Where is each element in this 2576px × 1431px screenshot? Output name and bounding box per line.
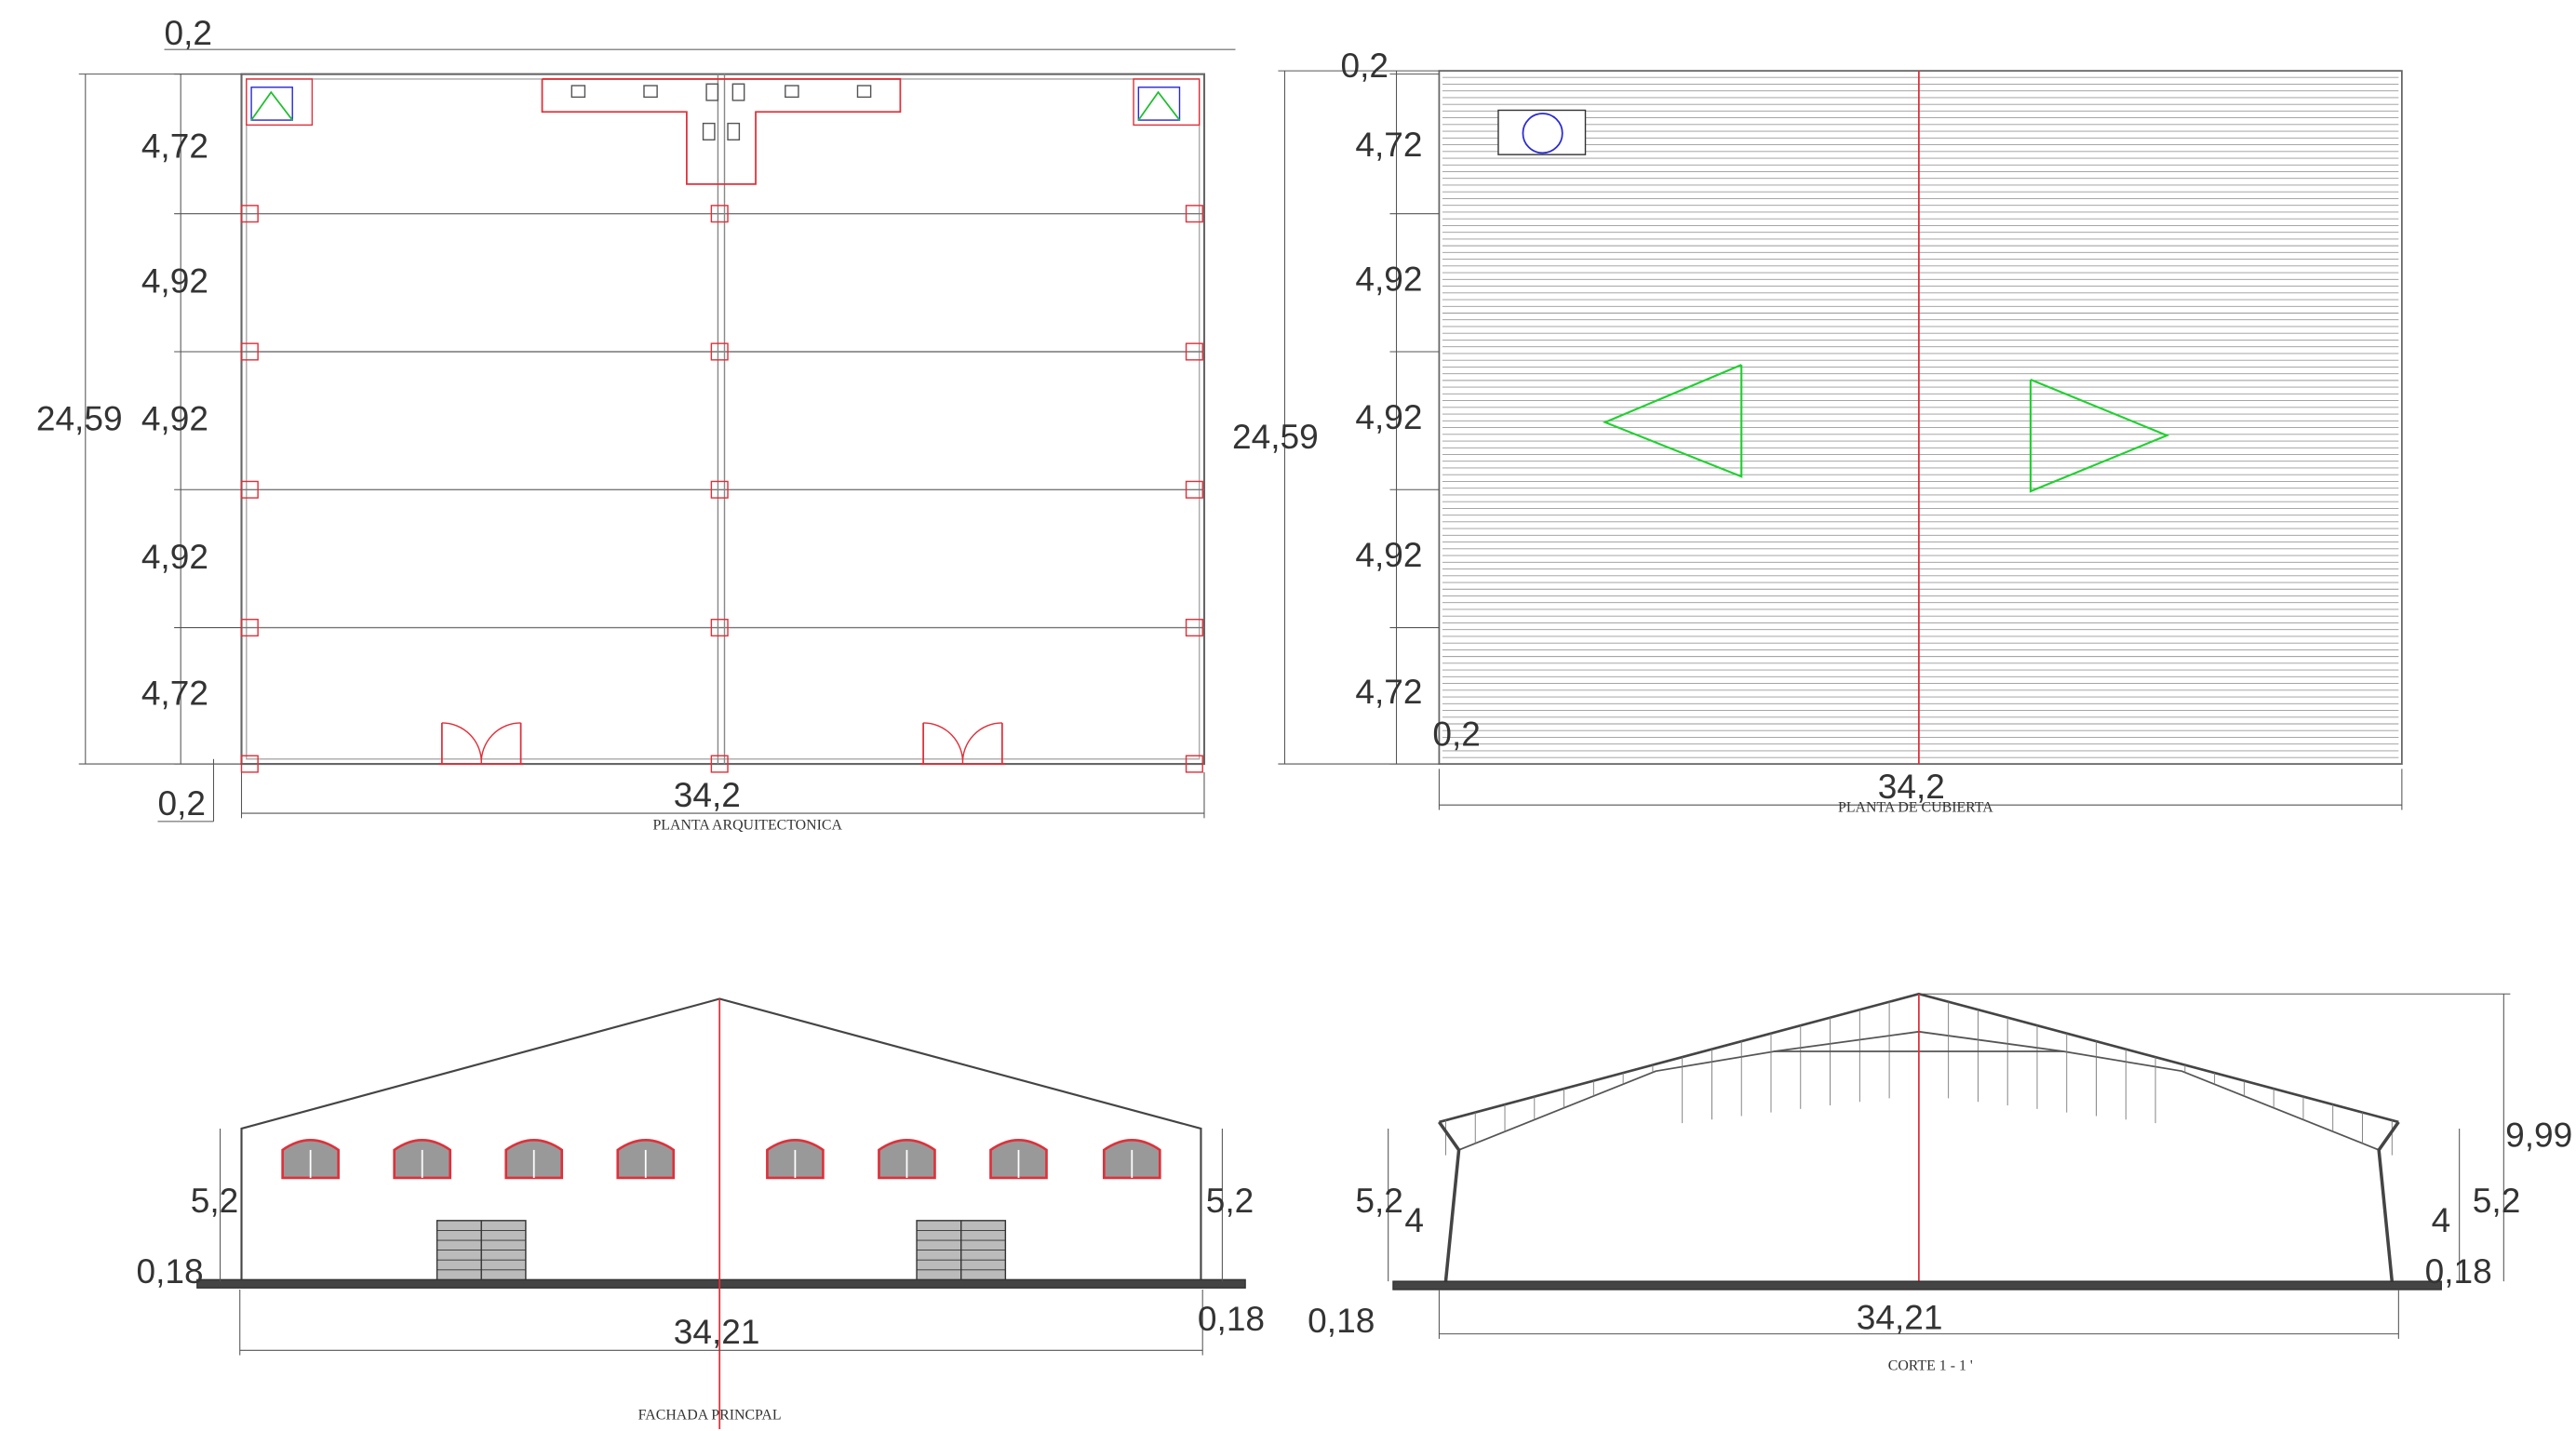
dim: 0,2 (1340, 46, 1389, 85)
ground-slab (196, 1278, 1246, 1289)
fixture (785, 85, 799, 99)
column (710, 480, 729, 499)
dim: 0,18 (1198, 1299, 1265, 1338)
drawing-title: CORTE 1 - 1 ' (1888, 1357, 1973, 1373)
water-tank (1497, 109, 1587, 155)
dim: 24,59 (36, 399, 123, 438)
water-tank (1522, 113, 1563, 154)
fixture (731, 83, 745, 101)
slope-arrow (2029, 379, 2170, 493)
dim: 4,72 (141, 127, 208, 166)
toilet-fixture (1137, 87, 1181, 121)
slope-arrow (1602, 364, 1743, 478)
column (1185, 480, 1203, 499)
door-swing (923, 722, 1002, 765)
column (710, 342, 729, 361)
dim: 0,18 (2425, 1251, 2492, 1291)
fixture (702, 122, 716, 140)
fixture (727, 122, 741, 140)
dim: 5,2 (191, 1181, 239, 1220)
dim: 4,92 (1355, 397, 1422, 436)
dim: 0,2 (1432, 715, 1481, 754)
dim: 4,92 (141, 399, 208, 438)
toilet (1133, 78, 1201, 127)
ground-slab (1392, 1280, 2442, 1291)
dim: 4,72 (141, 674, 208, 713)
column (2377, 1120, 2400, 1282)
dim: 4,72 (1355, 125, 1422, 164)
fixture (570, 85, 586, 99)
column (710, 755, 729, 773)
toilet-block (541, 78, 902, 185)
dim: 0,2 (165, 13, 213, 52)
column (1185, 755, 1203, 773)
column (1185, 619, 1203, 637)
column (1185, 342, 1203, 361)
column (1437, 1120, 1461, 1282)
dim: 34,2 (1878, 767, 1945, 806)
column (710, 619, 729, 637)
fixture (856, 85, 872, 99)
dim: 5,2 (1355, 1181, 1403, 1220)
toilet-fixture (250, 87, 293, 121)
dim: 5,2 (2473, 1181, 2521, 1220)
dim: 0,2 (157, 783, 206, 822)
door-swing (441, 722, 521, 765)
dim: 5,2 (1206, 1181, 1254, 1220)
inner-wall (246, 78, 1201, 760)
drawing-title: FACHADA PRINCPAL (638, 1407, 782, 1423)
dim: 34,2 (674, 775, 741, 814)
dim: 0,18 (137, 1251, 204, 1291)
dim: 4 (1404, 1200, 1424, 1239)
toilet-fixture (250, 90, 293, 121)
outer-wall (240, 73, 1206, 766)
dim: 34,21 (674, 1312, 760, 1351)
dim: 34,21 (1857, 1297, 1943, 1336)
toilet-fixture (1137, 90, 1181, 121)
facade-outline (240, 997, 1202, 1282)
roof-outline (1438, 70, 2403, 765)
dim: 4,92 (1355, 535, 1422, 574)
fixture (643, 85, 658, 99)
drawing-title: PLANTA DE CUBIERTA (1838, 799, 1993, 815)
geometry (78, 48, 2511, 1430)
dim: 4,72 (1355, 672, 1422, 711)
dim: 4,92 (141, 537, 208, 576)
toilet (246, 78, 314, 127)
dim: 4 (2432, 1200, 2451, 1239)
dim: 4,92 (1355, 260, 1422, 299)
column (1185, 205, 1203, 223)
dim: 24,59 (1232, 417, 1319, 456)
fixture (705, 83, 719, 101)
dim: 9,99 (2505, 1115, 2572, 1154)
dim: 0,18 (1308, 1301, 1375, 1340)
column (710, 205, 729, 223)
drawing-title: PLANTA ARQUITECTONICA (652, 818, 842, 834)
dim: 4,92 (141, 261, 208, 300)
